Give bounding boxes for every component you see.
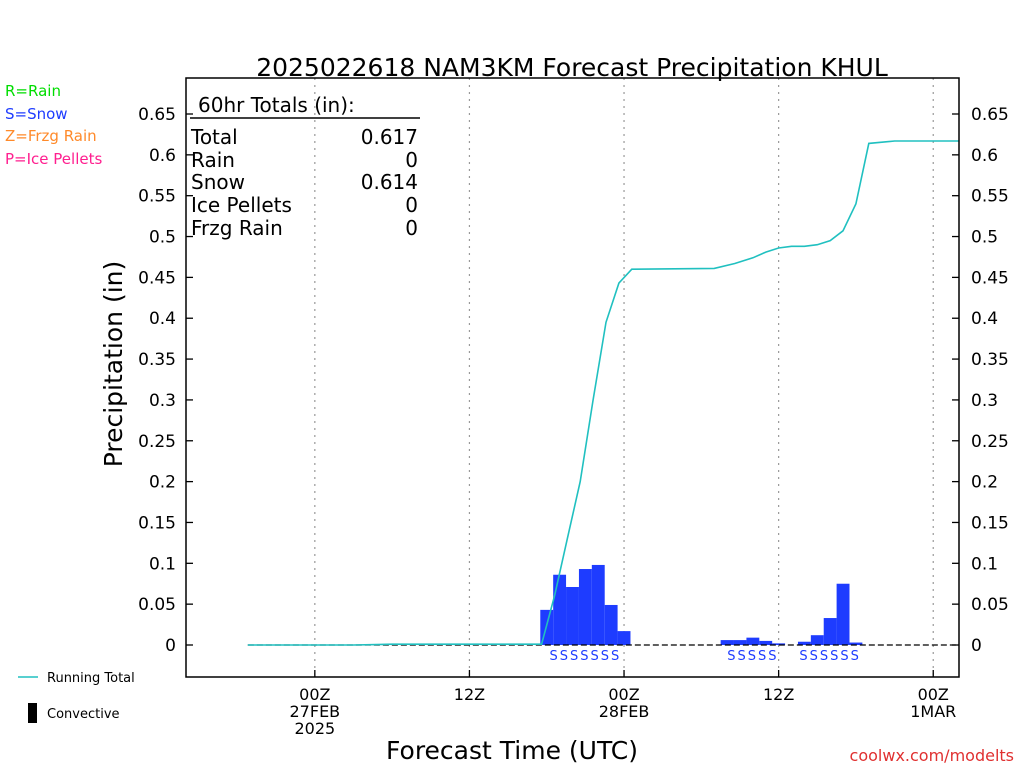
y-tick-label-right-4: 0.2 bbox=[971, 473, 998, 493]
precip-bars bbox=[540, 564, 863, 645]
precip-bar-13 bbox=[810, 635, 824, 645]
totals-total-value: 0.617 bbox=[361, 125, 418, 149]
precip-bar-16 bbox=[849, 642, 863, 645]
legend-snow: S=Snow bbox=[5, 105, 68, 123]
y-tick-label-right-12: 0.6 bbox=[971, 146, 998, 166]
x-tick-label-0-0: 00Z bbox=[299, 685, 330, 704]
y-tick-label-left-3: 0.15 bbox=[138, 513, 176, 533]
legend-frzg-rain: Z=Frzg Rain bbox=[5, 127, 97, 145]
totals-total-label: Total bbox=[190, 125, 238, 149]
y-tick-label-left-5: 0.25 bbox=[138, 432, 176, 452]
y-tick-label-left-6: 0.3 bbox=[149, 391, 176, 411]
totals-header: 60hr Totals (in): bbox=[198, 93, 355, 117]
type-strip-1: SSSSS bbox=[727, 649, 778, 664]
x-tick-label-4-1: 1MAR bbox=[910, 702, 956, 721]
legend-ice-pellets: P=Ice Pellets bbox=[5, 150, 102, 168]
y-tick-label-right-9: 0.45 bbox=[971, 268, 1009, 288]
y-tick-label-right-0: 0 bbox=[971, 636, 982, 656]
plot-frame bbox=[185, 77, 960, 678]
y-tick-label-left-8: 0.4 bbox=[149, 309, 176, 329]
y-tick-label-left-0: 0 bbox=[165, 636, 176, 656]
y-tick-label-left-11: 0.55 bbox=[138, 187, 176, 207]
y-tick-label-left-9: 0.45 bbox=[138, 268, 176, 288]
x-tick-label-0-1: 27FEB bbox=[290, 702, 341, 721]
x-tick-label-1-0: 12Z bbox=[454, 685, 485, 704]
running-total-line bbox=[247, 140, 959, 646]
running-total-series bbox=[247, 140, 959, 646]
credit-link[interactable]: coolwx.com/modelts bbox=[850, 746, 1014, 765]
y-tick-label-right-5: 0.25 bbox=[971, 432, 1009, 452]
totals-box: 60hr Totals (in): Total 0.617 Rain 0 Sno… bbox=[190, 93, 420, 240]
precip-bar-12 bbox=[797, 641, 811, 645]
precip-bar-5 bbox=[604, 604, 618, 645]
y-tick-label-right-11: 0.55 bbox=[971, 187, 1009, 207]
precip-bar-1 bbox=[553, 574, 567, 645]
grid-lines bbox=[314, 78, 934, 677]
x-tick-label-2-1: 28FEB bbox=[599, 702, 650, 721]
legend-running-total-label: Running Total bbox=[47, 671, 135, 686]
y-tick-label-left-2: 0.1 bbox=[149, 554, 176, 574]
totals-snow-label: Snow bbox=[191, 170, 245, 194]
type-strip-0: SSSSSSS bbox=[550, 649, 622, 664]
chart-title: 2025022618 NAM3KM Forecast Precipitation… bbox=[256, 53, 888, 82]
x-tick-label-3-0: 12Z bbox=[763, 685, 794, 704]
y-tick-label-right-7: 0.35 bbox=[971, 350, 1009, 370]
totals-frzg-rain-label: Frzg Rain bbox=[191, 216, 283, 240]
precip-bar-3 bbox=[578, 569, 592, 645]
totals-snow-value: 0.614 bbox=[361, 170, 418, 194]
precip-bar-11 bbox=[772, 643, 786, 645]
y-tick-label-right-13: 0.65 bbox=[971, 105, 1009, 125]
totals-rain-label: Rain bbox=[191, 148, 235, 172]
precip-bar-7 bbox=[720, 640, 734, 645]
x-tick-label-4-0: 00Z bbox=[918, 685, 949, 704]
x-axis-label: Forecast Time (UTC) bbox=[386, 736, 638, 765]
legend-convective-label: Convective bbox=[47, 707, 120, 722]
y-tick-label-right-10: 0.5 bbox=[971, 228, 998, 248]
y-tick-label-right-2: 0.1 bbox=[971, 554, 998, 574]
x-tick-label-0-2: 2025 bbox=[294, 719, 335, 738]
legend-rain: R=Rain bbox=[5, 82, 61, 100]
precip-bar-10 bbox=[759, 640, 773, 645]
x-tick-label-2-0: 00Z bbox=[608, 685, 639, 704]
y-tick-label-right-6: 0.3 bbox=[971, 391, 998, 411]
y-tick-label-left-10: 0.5 bbox=[149, 228, 176, 248]
totals-ice-pellets-value: 0 bbox=[405, 193, 418, 217]
totals-frzg-rain-value: 0 bbox=[405, 216, 418, 240]
y-tick-label-left-13: 0.65 bbox=[138, 105, 176, 125]
precip-bar-4 bbox=[591, 564, 605, 645]
totals-ice-pellets-label: Ice Pellets bbox=[191, 193, 292, 217]
precip-bar-9 bbox=[746, 637, 760, 645]
y-tick-label-right-1: 0.05 bbox=[971, 595, 1009, 615]
precip-bar-15 bbox=[836, 583, 850, 645]
y-tick-label-right-3: 0.15 bbox=[971, 513, 1009, 533]
precip-bar-14 bbox=[823, 618, 837, 645]
precip-bar-8 bbox=[733, 640, 747, 645]
y-tick-label-left-12: 0.6 bbox=[149, 146, 176, 166]
y-tick-label-left-4: 0.2 bbox=[149, 473, 176, 493]
y-tick-label-left-1: 0.05 bbox=[138, 595, 176, 615]
legend-convective-swatch bbox=[28, 703, 37, 723]
precip-bar-6 bbox=[617, 631, 631, 645]
totals-rain-value: 0 bbox=[405, 148, 418, 172]
y-axis-ticks: 0 00.05 0.050.1 0.10.15 0.150.2 0.20.25 0.250.… bbox=[138, 105, 1009, 656]
y-tick-label-right-8: 0.4 bbox=[971, 309, 998, 329]
precip-type-strip: SSSSSSS SSSSS SSSSSS bbox=[550, 649, 861, 664]
y-tick-label-left-7: 0.35 bbox=[138, 350, 176, 370]
type-strip-2: SSSSSS bbox=[799, 649, 861, 664]
precip-bar-2 bbox=[566, 586, 579, 645]
y-axis-label: Precipitation (in) bbox=[99, 261, 128, 468]
